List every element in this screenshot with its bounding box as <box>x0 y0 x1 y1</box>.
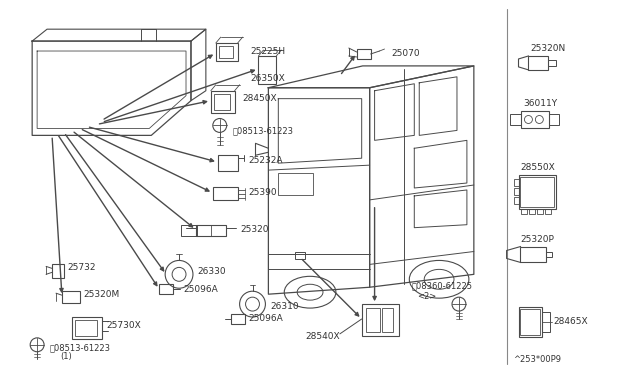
Text: <2>: <2> <box>417 292 436 301</box>
Bar <box>159 284 173 294</box>
Text: Ⓢ08513-61223: Ⓢ08513-61223 <box>50 343 111 352</box>
Text: 25730X: 25730X <box>107 321 141 330</box>
Bar <box>509 113 522 125</box>
Text: 36011Y: 36011Y <box>524 99 557 108</box>
Bar <box>213 187 237 200</box>
Text: 28550X: 28550X <box>520 163 556 172</box>
Text: 28465X: 28465X <box>553 317 588 327</box>
Text: 25320: 25320 <box>241 225 269 234</box>
Text: 25096A: 25096A <box>248 314 284 324</box>
Bar <box>295 251 305 259</box>
Bar <box>518 175 556 209</box>
Text: 28450X: 28450X <box>243 94 277 103</box>
Text: 25320P: 25320P <box>520 235 554 244</box>
Bar <box>522 209 527 214</box>
Bar <box>529 56 548 70</box>
Bar <box>75 320 97 336</box>
Bar <box>549 113 559 125</box>
Text: Ⓢ08360-61225: Ⓢ08360-61225 <box>412 282 472 291</box>
Bar <box>381 308 394 332</box>
Bar <box>196 225 226 235</box>
Bar <box>513 179 518 186</box>
Bar <box>211 91 235 113</box>
Bar <box>219 46 233 58</box>
Bar <box>513 197 518 204</box>
Bar <box>259 56 276 84</box>
Bar <box>216 43 237 61</box>
Bar <box>520 247 547 262</box>
Bar <box>547 251 552 257</box>
Bar <box>522 110 549 128</box>
Text: ^253*00P9: ^253*00P9 <box>513 355 561 364</box>
Bar <box>520 309 540 335</box>
Text: 25070: 25070 <box>392 48 420 58</box>
Text: 26330: 26330 <box>197 267 225 276</box>
Bar <box>545 209 551 214</box>
Text: Ⓢ08513-61223: Ⓢ08513-61223 <box>233 126 294 135</box>
Bar <box>218 155 237 171</box>
Text: 25320N: 25320N <box>531 44 566 53</box>
Bar <box>542 312 550 332</box>
Text: 25232A: 25232A <box>248 156 283 165</box>
Bar <box>365 308 380 332</box>
Text: 25225H: 25225H <box>250 46 285 55</box>
Text: 25732: 25732 <box>67 263 95 272</box>
Bar <box>520 177 554 207</box>
Bar <box>513 188 518 195</box>
Bar <box>214 94 230 110</box>
Bar <box>52 264 64 278</box>
Bar <box>529 209 536 214</box>
Text: 25096A: 25096A <box>183 285 218 294</box>
Text: 26310: 26310 <box>270 302 299 311</box>
Bar <box>278 173 313 195</box>
Text: 26350X: 26350X <box>250 74 285 83</box>
Text: 25390: 25390 <box>248 189 277 198</box>
Bar <box>362 304 399 336</box>
Bar <box>72 317 102 339</box>
Bar <box>356 49 371 59</box>
Bar <box>548 60 556 66</box>
Bar <box>538 209 543 214</box>
Bar <box>62 291 80 303</box>
Bar <box>518 307 542 337</box>
Text: (1): (1) <box>60 352 72 361</box>
Text: 25320M: 25320M <box>84 290 120 299</box>
Text: 28540X: 28540X <box>305 332 340 341</box>
Bar <box>230 314 244 324</box>
Bar <box>181 225 197 235</box>
